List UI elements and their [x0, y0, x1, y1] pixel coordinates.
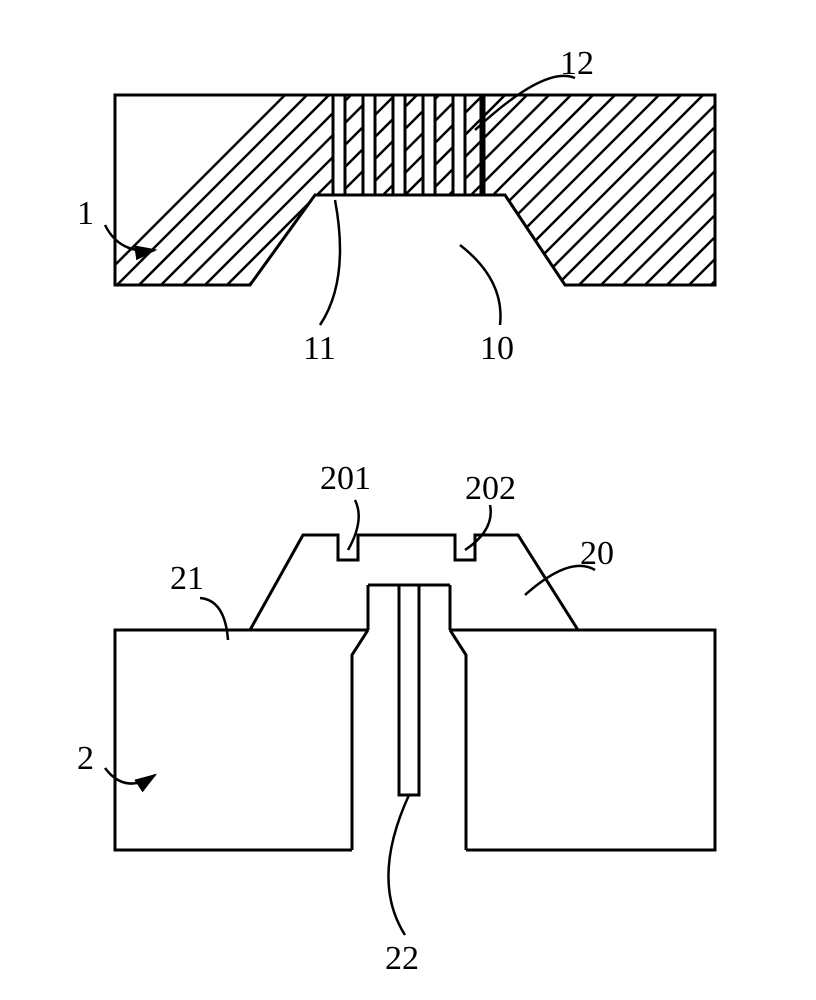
diagram-svg	[0, 0, 816, 1000]
label-21: 21	[170, 560, 204, 598]
label-20: 20	[580, 535, 614, 573]
label-2: 2	[77, 740, 94, 778]
upper-hatch	[60, 60, 816, 320]
label-202: 202	[465, 470, 516, 508]
label-11: 11	[303, 330, 336, 368]
label-201: 201	[320, 460, 371, 498]
upper-part-outline	[115, 95, 715, 285]
label-12: 12	[560, 45, 594, 83]
technical-diagram: 1 12 11 10 201 202 21 20 2 22	[0, 0, 816, 1000]
leader-lines	[105, 76, 595, 935]
label-1: 1	[77, 195, 94, 233]
lower-part-outline	[115, 535, 715, 850]
label-10: 10	[480, 330, 514, 368]
label-22: 22	[385, 940, 419, 978]
